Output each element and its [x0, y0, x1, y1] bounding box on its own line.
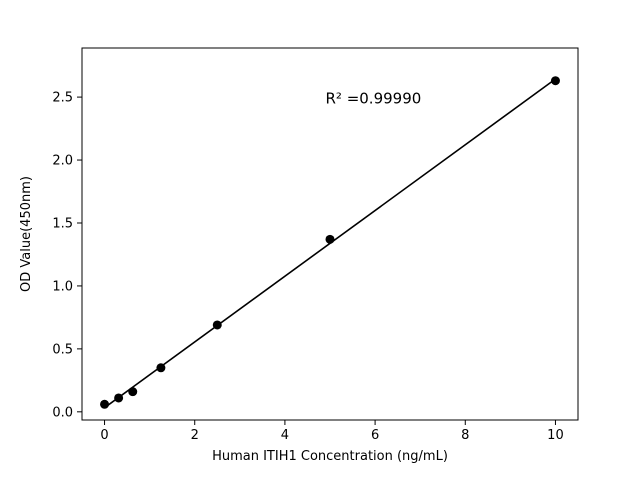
- data-point: [128, 387, 138, 397]
- data-point: [550, 76, 560, 86]
- y-tick-label: 2.5: [52, 91, 73, 106]
- r-squared-annotation: R² =0.99990: [325, 89, 421, 107]
- x-tick-label: 4: [281, 428, 289, 443]
- x-tick-label: 6: [371, 428, 379, 443]
- x-axis-label: Human ITIH1 Concentration (ng/mL): [212, 449, 448, 464]
- y-tick-label: 1.5: [52, 216, 73, 231]
- x-tick-label: 2: [191, 428, 199, 443]
- y-axis-label: OD Value(450nm): [19, 176, 34, 292]
- y-tick-label: 0.5: [52, 342, 73, 357]
- x-tick-label: 0: [100, 428, 108, 443]
- y-tick-label: 1.0: [52, 279, 73, 294]
- data-point: [156, 363, 166, 373]
- data-point: [100, 399, 110, 409]
- y-tick-label: 0.0: [52, 405, 73, 420]
- data-point: [325, 234, 335, 244]
- y-tick-label: 2.0: [52, 154, 73, 169]
- x-tick-label: 10: [547, 428, 564, 443]
- plot-spines: [81, 47, 579, 421]
- data-point: [212, 320, 222, 330]
- x-tick-label: 8: [461, 428, 469, 443]
- data-point: [114, 393, 124, 403]
